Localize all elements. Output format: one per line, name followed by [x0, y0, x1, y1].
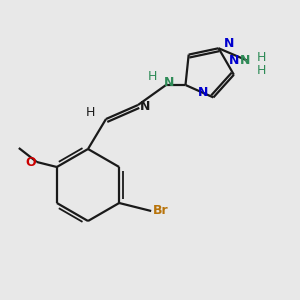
Text: O: O [25, 155, 36, 169]
Text: N: N [198, 86, 208, 99]
Text: N: N [164, 76, 174, 89]
Text: N: N [239, 54, 250, 67]
Text: Br: Br [153, 205, 169, 218]
Text: H: H [85, 106, 95, 119]
Text: N: N [224, 37, 234, 50]
Text: H: H [256, 51, 266, 64]
Text: N: N [229, 54, 239, 67]
Text: N: N [140, 100, 150, 113]
Text: H: H [256, 64, 266, 77]
Text: H: H [147, 70, 157, 83]
